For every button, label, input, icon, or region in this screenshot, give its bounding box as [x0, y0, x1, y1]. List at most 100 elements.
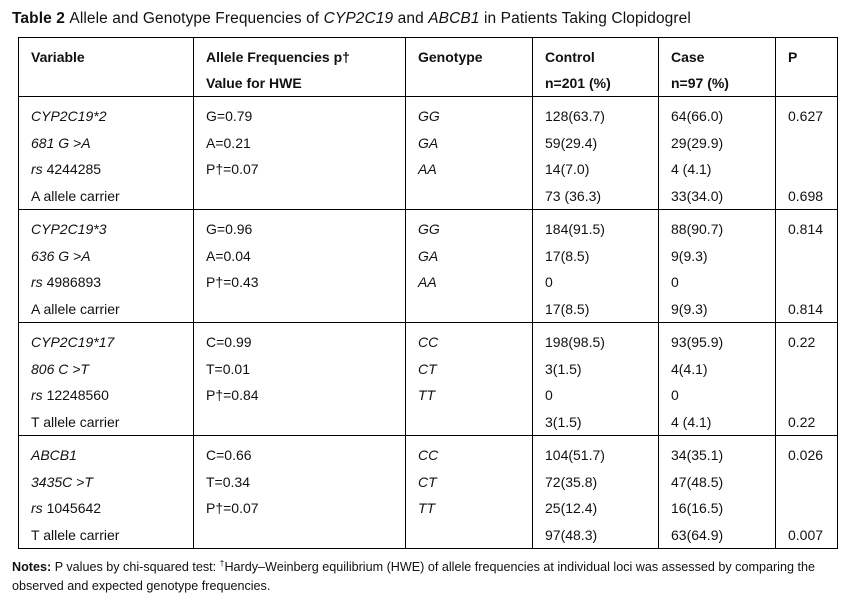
- column-header-control: Control n=201 (%): [532, 37, 659, 97]
- cell-line: [788, 130, 833, 157]
- cell-line: T allele carrier: [31, 526, 120, 543]
- cell-line: P†=0.84: [206, 387, 259, 403]
- cell-line: 3(1.5): [545, 360, 582, 377]
- cell-line: C=0.99: [206, 334, 252, 350]
- cell-line: 4 (4.1): [671, 413, 712, 430]
- cell-genotype: CC CT TT: [405, 322, 533, 436]
- cell-p: 0.22 0.22: [775, 322, 838, 436]
- cell-line: rs 4244285: [31, 161, 102, 177]
- cell-variable: CYP2C19*3 636 G >A rs 4986893 A allele carr…: [18, 209, 194, 323]
- cell-genotype: GG GA AA: [405, 209, 533, 323]
- cell-line: 73 (36.3): [545, 187, 602, 204]
- cell-line: 184(91.5): [545, 221, 605, 237]
- header-row: Variable Allele Frequencies p† Value for…: [18, 37, 838, 97]
- cell-line: P†=0.43: [206, 274, 259, 290]
- cell-line: ABCB1: [31, 447, 77, 463]
- cell-line: GA: [418, 247, 439, 264]
- cell-line: 4(4.1): [671, 360, 708, 377]
- column-header-p: P: [775, 37, 838, 97]
- cell-line: G=0.79: [206, 108, 253, 124]
- header-line: Genotype: [418, 49, 483, 65]
- cell-case: 34(35.1) 47(48.5) 16(16.5) 63(64.9): [658, 435, 776, 549]
- cell-line: 16(16.5): [671, 500, 724, 516]
- cell-line: [788, 269, 833, 296]
- cell-line: A allele carrier: [31, 187, 120, 204]
- cell-line: A=0.21: [206, 134, 251, 151]
- column-header-case: Case n=97 (%): [658, 37, 776, 97]
- table-row: ABCB1 3435C >T rs 1045642 T allele carrier C…: [18, 435, 838, 549]
- cell-allele: C=0.66 T=0.34 P†=0.07: [193, 435, 406, 549]
- table-row: CYP2C19*17 806 C >T rs 12248560 T allele ca…: [18, 322, 838, 436]
- cell-p: 0.026 0.007: [775, 435, 838, 549]
- cell-line: 72(35.8): [545, 473, 598, 490]
- table-row: CYP2C19*3 636 G >A rs 4986893 A allele carr…: [18, 209, 838, 323]
- cell-line: 681 G >A: [31, 134, 91, 151]
- cell-line: 0.22: [788, 334, 816, 350]
- header-line: n=201 (%): [545, 75, 611, 91]
- cell-line: GA: [418, 134, 439, 151]
- table-header: Variable Allele Frequencies p† Value for…: [18, 37, 838, 97]
- cell-line: GG: [418, 108, 440, 124]
- cell-line: [788, 243, 833, 270]
- cell-line: 636 G >A: [31, 247, 91, 264]
- cell-line: 0: [671, 387, 679, 403]
- cell-line: [788, 382, 833, 409]
- cell-line: 25(12.4): [545, 500, 598, 516]
- cell-variable: ABCB1 3435C >T rs 1045642 T allele carrier: [18, 435, 194, 549]
- cell-line: CT: [418, 473, 437, 490]
- cell-line: 104(51.7): [545, 447, 605, 463]
- cell-line: CYP2C19*2: [31, 108, 107, 124]
- cell-case: 88(90.7) 9(9.3) 0 9(9.3): [658, 209, 776, 323]
- cell-line: 0.814: [788, 300, 824, 317]
- cell-line: P†=0.07: [206, 161, 259, 177]
- cell-line: 4 (4.1): [671, 161, 712, 177]
- cell-line: rs 1045642: [31, 500, 102, 516]
- column-header-variable: Variable: [18, 37, 194, 97]
- cell-control: 198(98.5) 3(1.5) 0 3(1.5): [532, 322, 659, 436]
- cell-line: A allele carrier: [31, 300, 120, 317]
- cell-line: C=0.66: [206, 447, 252, 463]
- table-body: CYP2C19*2 681 G >A rs 4244285 A allele carr…: [18, 96, 838, 549]
- cell-control: 184(91.5) 17(8.5) 0 17(8.5): [532, 209, 659, 323]
- cell-control: 104(51.7) 72(35.8) 25(12.4) 97(48.3): [532, 435, 659, 549]
- cell-line: 17(8.5): [545, 300, 590, 317]
- cell-variable: CYP2C19*17 806 C >T rs 12248560 T allele ca…: [18, 322, 194, 436]
- cell-line: 0.814: [788, 221, 824, 237]
- cell-line: [788, 356, 833, 383]
- cell-line: A=0.04: [206, 247, 251, 264]
- cell-line: 0: [671, 274, 679, 290]
- cell-line: 33(34.0): [671, 187, 724, 204]
- cell-line: CYP2C19*3: [31, 221, 107, 237]
- cell-line: 93(95.9): [671, 334, 724, 350]
- header-line: Variable: [31, 49, 85, 65]
- cell-line: [788, 495, 833, 522]
- cell-line: CC: [418, 334, 439, 350]
- cell-line: 0.007: [788, 526, 824, 543]
- header-line: Case: [671, 49, 705, 65]
- cell-line: [788, 469, 833, 496]
- cell-line: rs 12248560: [31, 387, 109, 403]
- cell-line: 34(35.1): [671, 447, 724, 463]
- cell-line: 14(7.0): [545, 161, 590, 177]
- cell-line: 64(66.0): [671, 108, 724, 124]
- cell-genotype: GG GA AA: [405, 96, 533, 210]
- cell-control: 128(63.7) 59(29.4) 14(7.0) 73 (36.3): [532, 96, 659, 210]
- cell-line: 128(63.7): [545, 108, 605, 124]
- cell-allele: G=0.96 A=0.04 P†=0.43: [193, 209, 406, 323]
- cell-line: [788, 156, 833, 183]
- frequency-table: Variable Allele Frequencies p† Value for…: [18, 37, 838, 549]
- cell-line: 0: [545, 274, 553, 290]
- cell-line: GG: [418, 221, 440, 237]
- cell-line: T=0.01: [206, 360, 250, 377]
- cell-line: 59(29.4): [545, 134, 598, 151]
- cell-line: T=0.34: [206, 473, 250, 490]
- cell-line: 97(48.3): [545, 526, 598, 543]
- header-line: Value for HWE: [206, 75, 302, 91]
- cell-line: T allele carrier: [31, 413, 120, 430]
- header-line: Allele Frequencies p†: [206, 49, 350, 65]
- cell-line: 0.698: [788, 187, 824, 204]
- cell-line: TT: [418, 500, 436, 516]
- cell-line: AA: [418, 161, 437, 177]
- cell-line: 198(98.5): [545, 334, 605, 350]
- cell-line: CYP2C19*17: [31, 334, 115, 350]
